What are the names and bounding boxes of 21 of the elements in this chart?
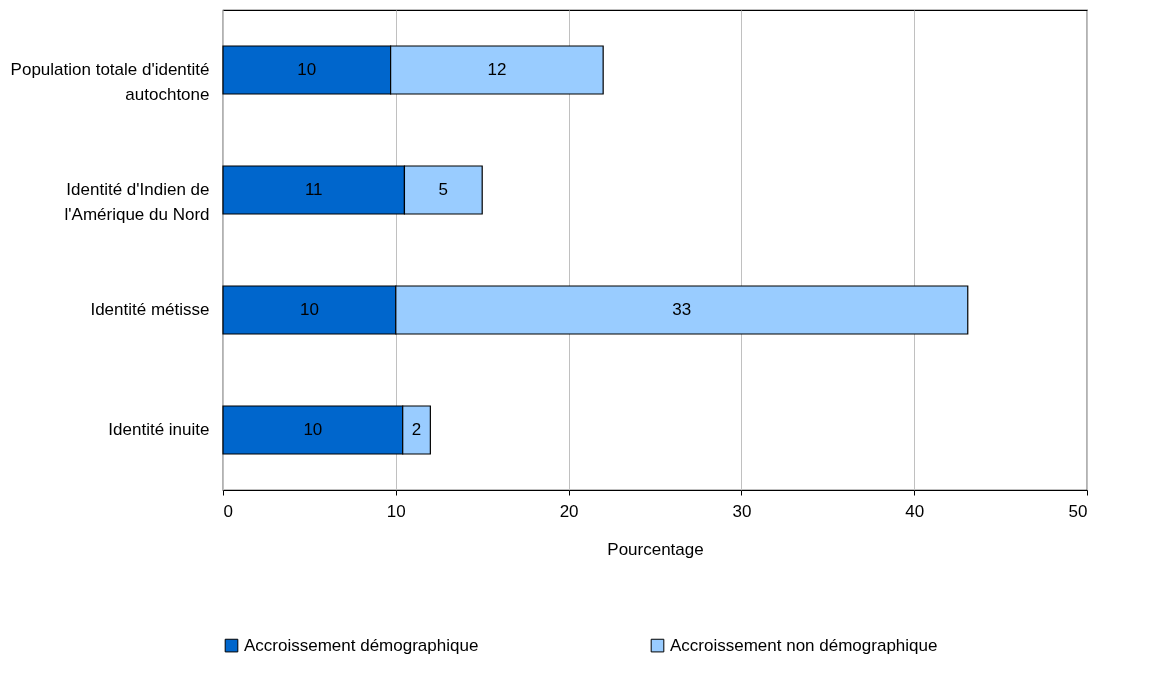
data-label: 12 — [487, 60, 507, 79]
data-label: 11 — [304, 180, 323, 199]
y-tick-label: Identité d'Indien de l'Amérique du Nord — [64, 180, 210, 224]
data-label: 10 — [299, 300, 319, 319]
x-tick-label: 0 — [223, 501, 233, 521]
data-label: 10 — [303, 420, 323, 439]
x-tick-label: 50 — [1068, 501, 1088, 521]
y-tick-label: Identité inuite — [108, 420, 210, 439]
y-tick-label: Identité métisse — [90, 300, 210, 319]
data-label: 10 — [297, 60, 317, 79]
x-tick-label: 10 — [386, 501, 406, 521]
legend-label: Accroissement démographique — [244, 635, 479, 655]
data-label: 2 — [411, 420, 422, 439]
data-label: 5 — [438, 180, 449, 199]
legend-label: Accroissement non démographique — [670, 635, 938, 655]
x-axis-title: Pourcentage — [607, 539, 704, 559]
y-tick-label: Population totale d'identité autochtone — [10, 60, 210, 104]
x-tick-label: 20 — [559, 501, 579, 521]
x-tick-label: 30 — [732, 501, 752, 521]
x-tick-label: 40 — [905, 501, 925, 521]
data-label: 33 — [672, 300, 692, 319]
